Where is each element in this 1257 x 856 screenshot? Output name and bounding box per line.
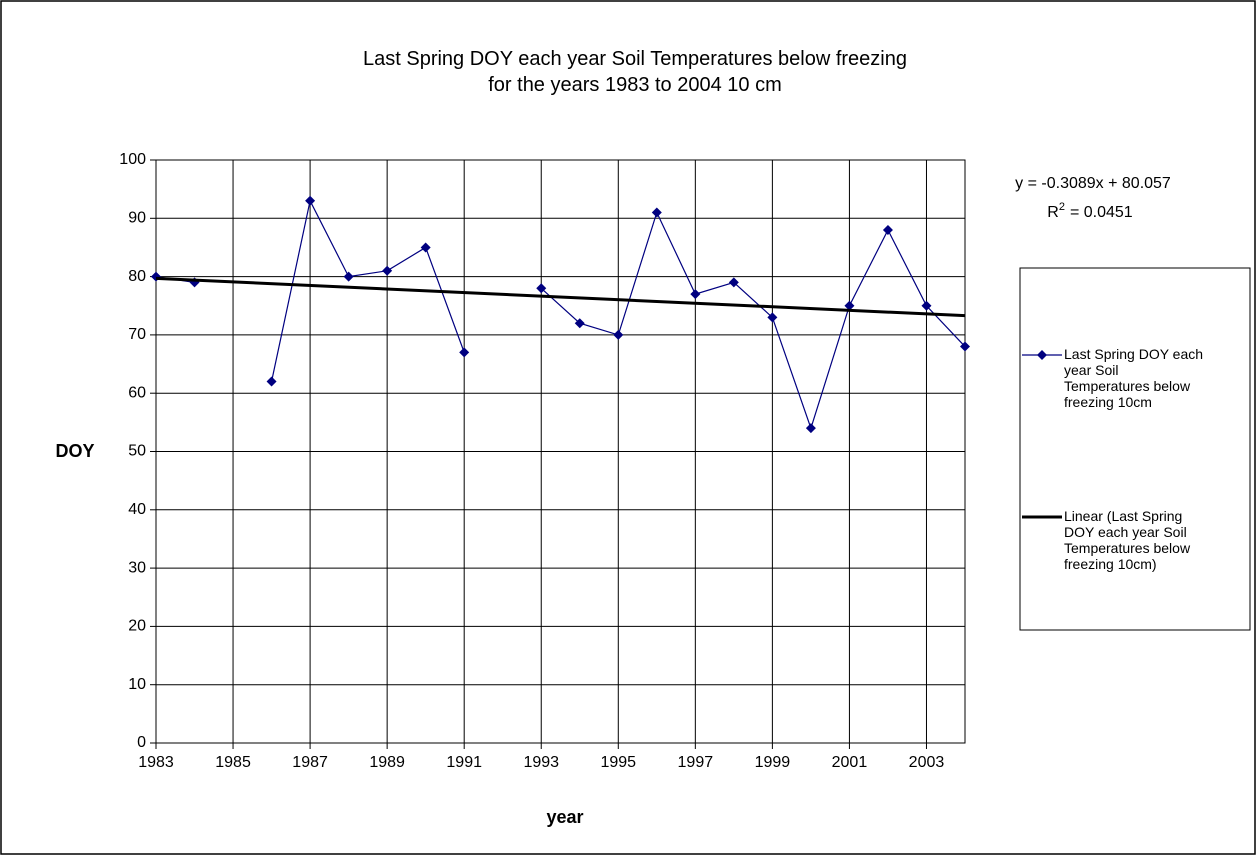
- trend-line: [155, 276, 966, 318]
- data-point: [882, 224, 893, 235]
- legend-label-line: freezing 10cm): [1064, 556, 1157, 572]
- legend-label-line: freezing 10cm: [1064, 394, 1152, 410]
- y-tick-label: 90: [128, 210, 146, 227]
- y-axis-label: DOY: [55, 441, 94, 461]
- y-tick-label: 70: [128, 326, 146, 343]
- x-tick-label: 1989: [369, 754, 405, 771]
- x-tick-label: 1983: [138, 754, 174, 771]
- trend-equation: y = -0.3089x + 80.057: [1015, 175, 1171, 192]
- x-tick-label: 2003: [909, 754, 945, 771]
- r2-sup: 2: [1059, 201, 1065, 213]
- data-point: [459, 347, 470, 358]
- y-tick-label: 40: [128, 501, 146, 518]
- data-point: [382, 265, 393, 276]
- data-point: [266, 376, 277, 387]
- y-tick-label: 10: [128, 676, 146, 693]
- x-tick-label: 1999: [755, 754, 791, 771]
- data-point: [767, 312, 778, 323]
- legend-label-line: Temperatures below: [1064, 378, 1194, 394]
- legend-label-line: year Soil: [1064, 362, 1122, 378]
- x-tick-label: 2001: [832, 754, 868, 771]
- legend-label: Last Spring DOY each year Soil Temperatu…: [1064, 346, 1207, 410]
- data-point: [960, 341, 970, 352]
- legend-label-line: Linear (Last Spring: [1064, 508, 1186, 524]
- data-point: [536, 283, 547, 294]
- y-tick-label: 20: [128, 618, 146, 635]
- title-line: Last Spring DOY each year Soil Temperatu…: [363, 48, 907, 70]
- data-point: [651, 207, 662, 218]
- data-point: [574, 318, 585, 329]
- data-point: [805, 423, 816, 434]
- r-squared: R2 = 0.0451: [1047, 201, 1133, 221]
- data-point: [728, 277, 739, 288]
- plot-border: [155, 159, 966, 744]
- x-tick-label: 1995: [600, 754, 636, 771]
- data-point: [921, 300, 932, 311]
- x-tick-label: 1987: [292, 754, 328, 771]
- x-axis-label: year: [546, 807, 583, 827]
- r2-symbol: R: [1047, 204, 1059, 221]
- y-tick-label: 100: [119, 151, 146, 168]
- r2-value: = 0.0451: [1070, 204, 1133, 221]
- chart-title: Last Spring DOY each year Soil Temperatu…: [363, 48, 907, 96]
- y-tick-label: 0: [137, 734, 146, 751]
- legend-marker: [1037, 350, 1047, 360]
- title-line: for the years 1983 to 2004 10 cm: [488, 74, 782, 96]
- data-point: [343, 271, 354, 282]
- data-point: [613, 329, 624, 340]
- data-point: [420, 242, 431, 253]
- y-tick-label: 60: [128, 384, 146, 401]
- data-point: [844, 300, 855, 311]
- legend-label: Linear (Last Spring DOY each year Soil T…: [1064, 508, 1194, 572]
- data-point: [305, 195, 316, 206]
- legend-label-line: DOY each year Soil: [1064, 524, 1191, 540]
- data-point: [690, 289, 701, 300]
- x-tick-label: 1993: [523, 754, 559, 771]
- x-tick-label: 1991: [446, 754, 482, 771]
- x-tick-label: 1997: [678, 754, 714, 771]
- y-tick-label: 30: [128, 559, 146, 576]
- legend-label-line: Last Spring DOY each: [1064, 346, 1207, 362]
- x-tick-label: 1985: [215, 754, 251, 771]
- legend-label-line: Temperatures below: [1064, 540, 1194, 556]
- y-tick-label: 80: [128, 268, 146, 285]
- y-tick-label: 50: [128, 443, 146, 460]
- legend-box: [1019, 267, 1251, 631]
